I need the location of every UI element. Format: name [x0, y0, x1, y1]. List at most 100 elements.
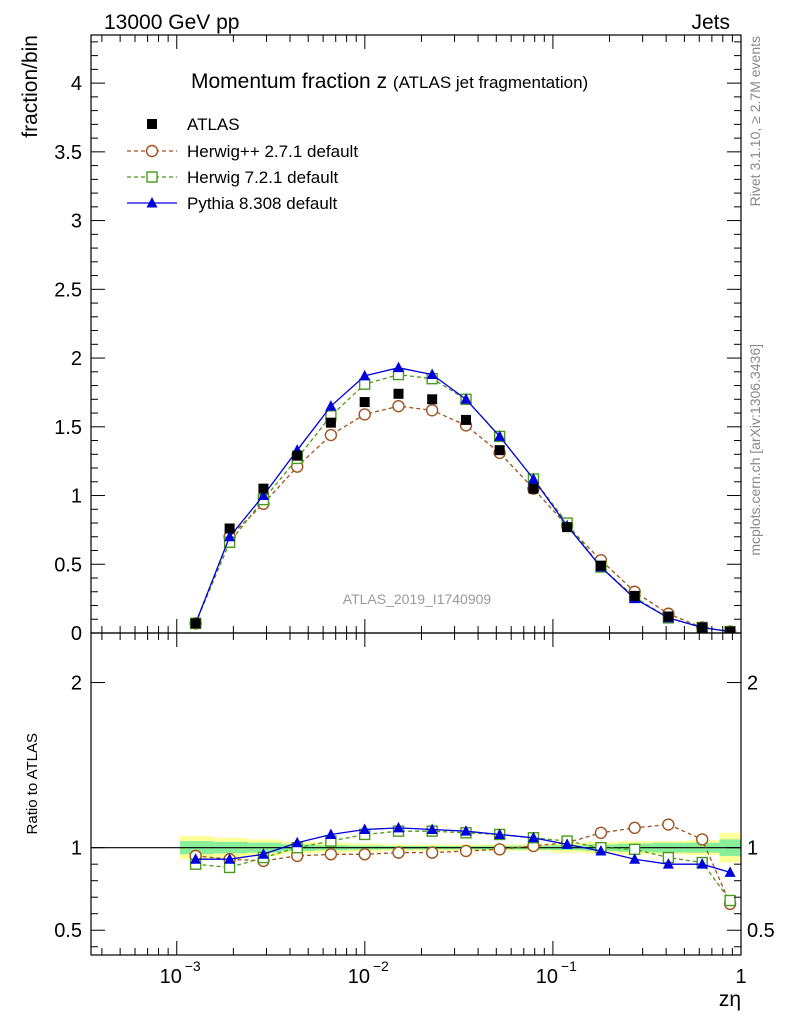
main-line-square	[195, 373, 731, 633]
chart-title-suffix: (ATLAS jet fragmentation)	[393, 73, 588, 92]
x-tick-labels: 10 −3 10 −2 10 −1 1	[160, 958, 747, 988]
ratio-point-triangle	[724, 866, 736, 877]
x-tick-exponent: −2	[373, 958, 389, 974]
y-tick-label: 0.5	[54, 554, 82, 576]
chart-title: Momentum fraction z (ATLAS jet fragmenta…	[191, 70, 588, 93]
legend-label: Pythia 8.308 default	[187, 194, 338, 213]
ratio-point-circle	[628, 821, 641, 835]
y-tick-label: 3.5	[54, 142, 82, 164]
main-point-data	[258, 483, 269, 494]
y-tick-label: 1	[71, 486, 82, 508]
main-point-data	[359, 397, 370, 408]
main-point-triangle	[224, 530, 236, 542]
ratio-point-triangle	[629, 853, 641, 864]
legend-marker	[145, 144, 159, 158]
ratio-point-triangle	[561, 838, 573, 849]
rivet-label: Rivet 3.1.10, ≥ 2.7M events	[747, 36, 763, 206]
ratio-y-tick-label-left: 0.5	[54, 920, 82, 942]
legend-marker	[146, 171, 158, 183]
main-point-triangle	[359, 369, 371, 381]
ratio-y-tick-label-right: 2	[747, 673, 758, 695]
main-y-axis-label: fraction/bin	[19, 35, 42, 138]
x-tick-label: 10	[536, 966, 558, 988]
ratio-point-triangle	[257, 848, 269, 859]
ratio-panel-axes: 0.5 0.5 1 1 2 2	[54, 633, 775, 955]
main-point-data	[190, 618, 201, 629]
legend-label: ATLAS	[187, 115, 240, 134]
main-point-data	[595, 560, 606, 571]
main-panel-series	[189, 361, 737, 633]
ratio-point-circle	[324, 848, 338, 861]
ratio-point-triangle	[527, 831, 539, 843]
ratio-point-circle	[459, 844, 473, 858]
ratio-y-tick-label-left: 2	[71, 673, 82, 695]
ratio-point-triangle	[325, 828, 337, 839]
header-right: Jets	[691, 11, 730, 34]
ratio-point-circle	[594, 826, 608, 840]
ratio-point-triangle	[494, 828, 506, 839]
main-point-square	[358, 378, 371, 390]
main-point-data	[629, 590, 640, 601]
ratio-panel-series	[189, 818, 737, 911]
legend-label: Herwig 7.2.1 default	[187, 168, 338, 187]
legend: ATLAS Herwig++ 2.7.1 default Herwig 7.2.1 …	[127, 115, 358, 213]
ratio-point-triangle	[662, 858, 674, 869]
main-point-data	[325, 417, 336, 428]
main-point-triangle	[460, 393, 472, 404]
x-axis-label: zη	[719, 988, 741, 1011]
legend-marker	[147, 119, 157, 129]
legend-label: Herwig++ 2.7.1 default	[187, 142, 358, 161]
ratio-y-tick-label-right: 1	[747, 838, 758, 860]
ratio-point-circle	[425, 846, 439, 859]
x-tick-label: 10	[348, 966, 370, 988]
y-tick-label: 0	[71, 623, 82, 645]
main-point-data	[427, 394, 438, 405]
main-point-data	[663, 611, 674, 622]
x-tick-label: 10	[160, 966, 182, 988]
header-left: 13000 GeV pp	[104, 11, 239, 34]
main-point-triangle	[527, 473, 539, 484]
main-line-circle	[194, 405, 731, 633]
ratio-point-triangle	[190, 853, 202, 864]
chart-title-main: Momentum fraction z	[191, 70, 387, 93]
ratio-point-square	[223, 861, 236, 874]
mcplots-label: mcplots.cern.ch [arXiv:1306.3436]	[747, 344, 763, 556]
ratio-point-triangle	[291, 836, 303, 848]
ratio-point-triangle	[224, 853, 236, 864]
ratio-point-circle	[696, 833, 709, 846]
x-tick-label: 1	[735, 966, 746, 988]
ratio-point-triangle	[359, 823, 371, 835]
main-point-data	[393, 388, 404, 399]
main-point-circle	[324, 428, 338, 442]
ratio-point-circle	[493, 843, 506, 856]
main-point-circle	[358, 408, 371, 421]
main-point-triangle	[325, 400, 337, 411]
main-point-data	[494, 445, 505, 456]
ratio-point-circle	[662, 818, 675, 831]
ratio-point-triangle	[426, 823, 438, 835]
y-tick-label: 2	[71, 348, 82, 370]
ratio-point-triangle	[696, 858, 708, 869]
main-point-data	[292, 450, 303, 461]
legend-marker	[146, 197, 158, 208]
ratio-point-triangle	[595, 844, 607, 856]
main-point-circle	[392, 399, 405, 413]
main-point-triangle	[257, 489, 269, 501]
main-point-triangle	[392, 361, 404, 373]
watermark: ATLAS_2019_I1740909	[343, 591, 492, 607]
main-point-data	[528, 483, 539, 494]
main-point-data	[725, 626, 736, 633]
y-tick-label: 2.5	[54, 279, 82, 301]
ratio-point-circle	[392, 846, 405, 859]
ratio-point-triangle	[460, 825, 472, 836]
main-panel-axes: 0 0.5 1 1.5 2 2.5 3 3.5 4	[54, 35, 742, 645]
ratio-point-square	[724, 894, 736, 907]
ratio-y-tick-label-left: 1	[71, 838, 82, 860]
x-tick-exponent: −1	[561, 958, 577, 974]
x-tick-exponent: −3	[185, 958, 201, 974]
y-tick-label: 4	[71, 73, 82, 95]
main-point-data	[562, 522, 573, 533]
main-point-data	[697, 622, 708, 633]
main-point-circle	[425, 404, 439, 417]
